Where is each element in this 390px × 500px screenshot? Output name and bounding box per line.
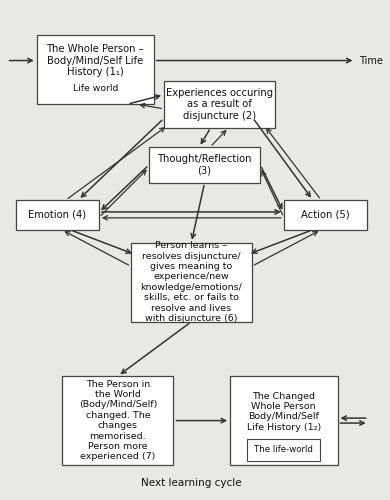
Bar <box>16 200 99 230</box>
Text: Person learns –
resolves disjuncture/
gives meaning to
experience/new
knowledge/: Person learns – resolves disjuncture/ gi… <box>140 241 242 323</box>
Text: The Whole Person –
Body/Mind/Self Life
History (1₁): The Whole Person – Body/Mind/Self Life H… <box>46 44 144 77</box>
Text: The Person in
the World
(Body/Mind/Self)
changed. The
changes
memorised.
Person : The Person in the World (Body/Mind/Self)… <box>79 380 157 462</box>
Text: Thought/Reflection
(3): Thought/Reflection (3) <box>157 154 252 176</box>
Text: Next learning cycle: Next learning cycle <box>141 478 242 488</box>
Bar <box>131 242 252 322</box>
Bar <box>149 147 260 183</box>
Bar <box>37 35 154 104</box>
Text: Action (5): Action (5) <box>301 210 349 220</box>
Bar <box>247 439 320 461</box>
Text: The Changed
Whole Person
Body/Mind/Self
Life History (1₂): The Changed Whole Person Body/Mind/Self … <box>246 392 321 432</box>
Text: The life-world: The life-world <box>254 446 313 454</box>
Bar <box>284 200 367 230</box>
Text: Experiences occuring
as a result of
disjuncture (2): Experiences occuring as a result of disj… <box>166 88 273 120</box>
Bar <box>230 376 337 465</box>
Text: Emotion (4): Emotion (4) <box>28 210 87 220</box>
Text: Life world: Life world <box>73 84 118 92</box>
Bar <box>164 80 275 128</box>
Text: Time: Time <box>359 56 383 66</box>
Bar <box>62 376 174 465</box>
